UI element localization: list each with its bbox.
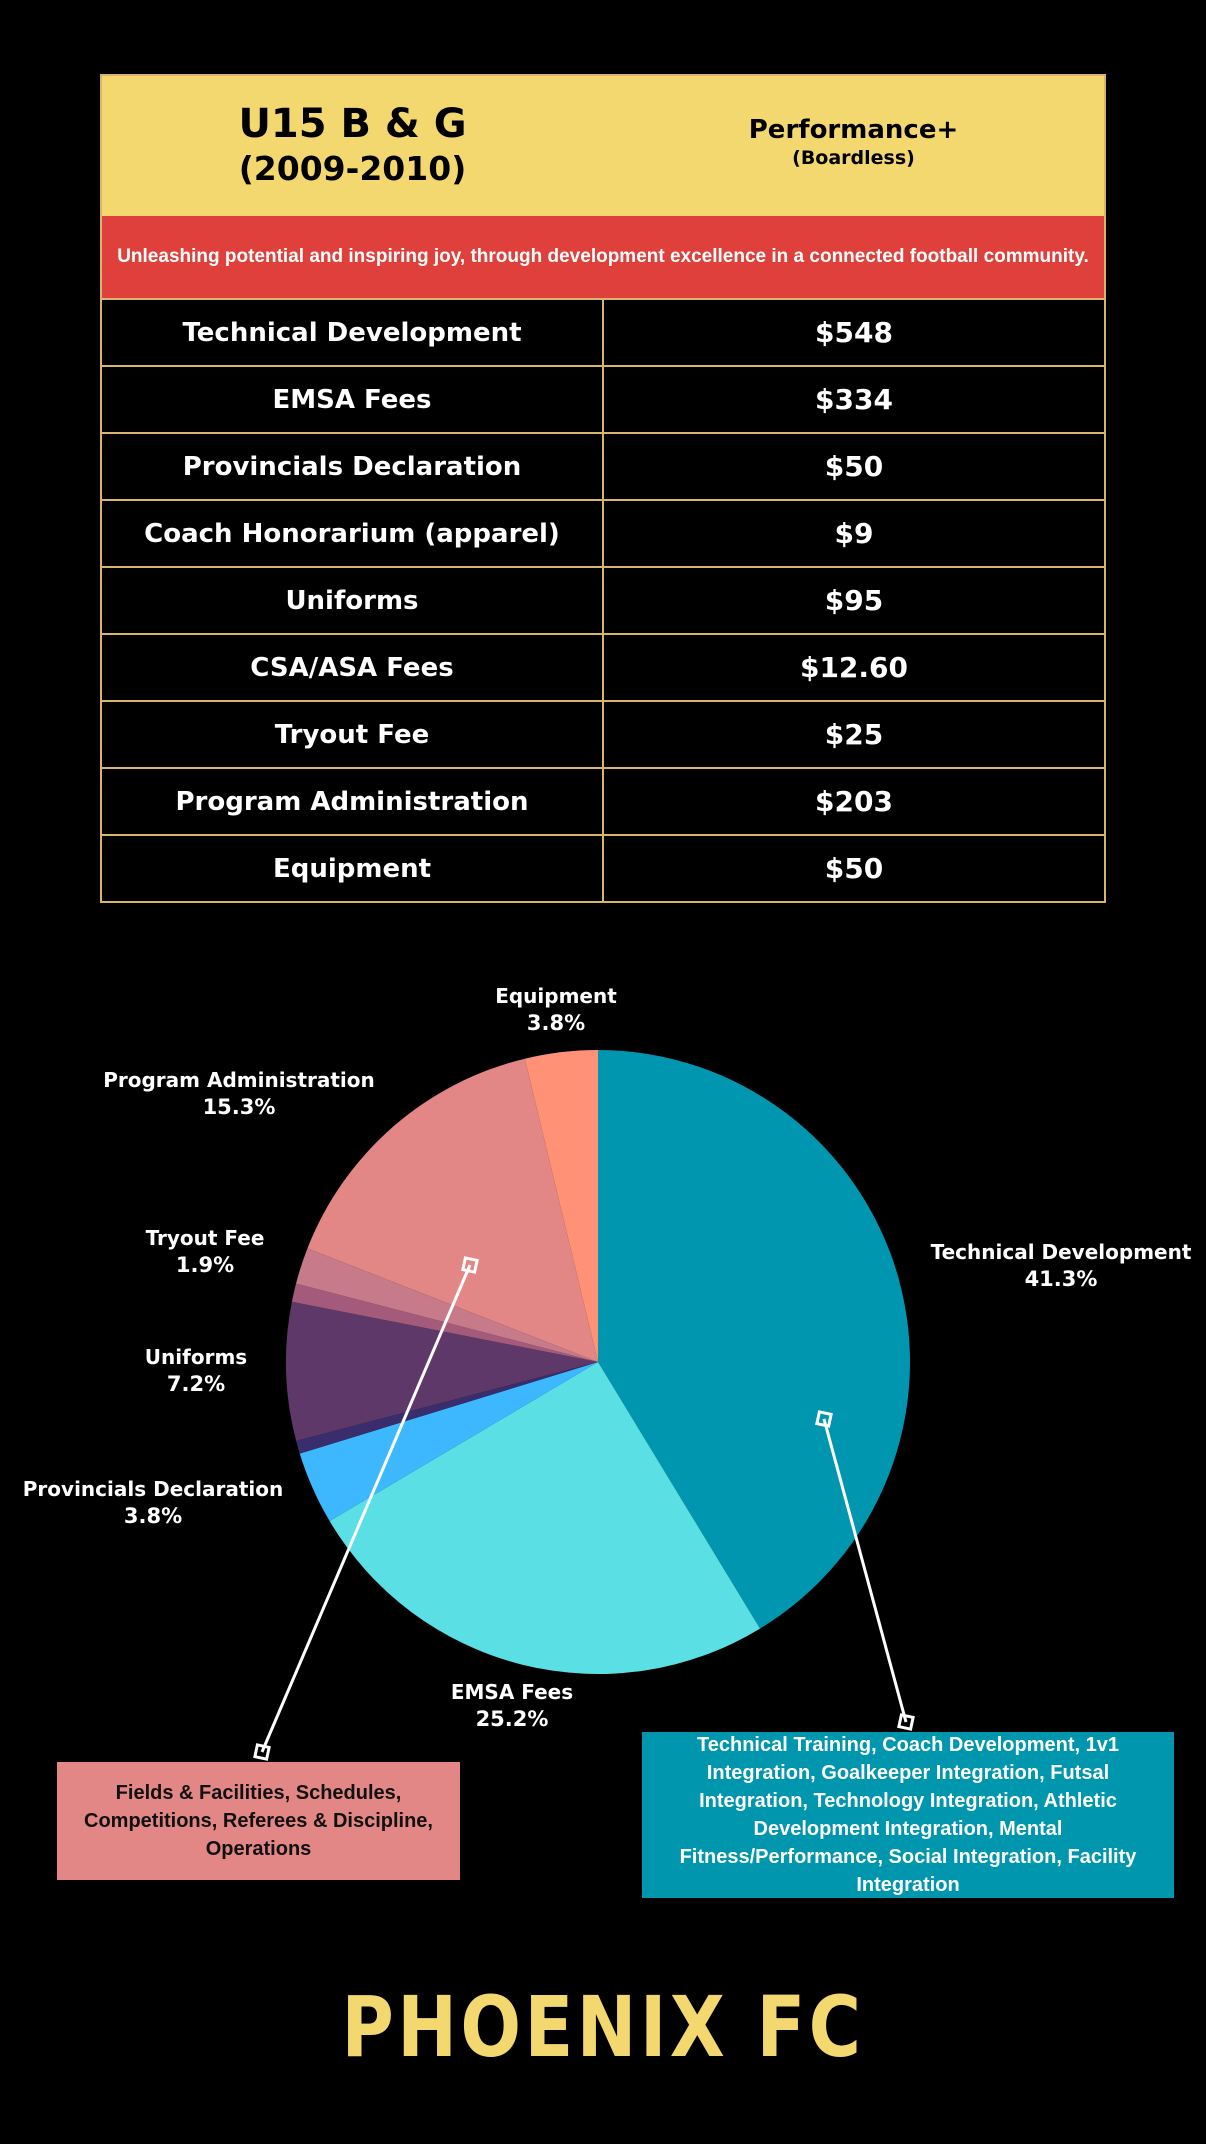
program-sub: (Boardless)	[792, 147, 915, 169]
fee-amount: $203	[602, 769, 1104, 834]
slice-pct: 41.3%	[1024, 1267, 1098, 1291]
fee-item: Provincials Declaration	[182, 451, 522, 482]
fee-amount: $50	[602, 434, 1104, 499]
admin-callout-text: Fields & Facilities, Schedules, Competit…	[84, 1782, 433, 1860]
fee-table: U15 B & G (2009-2010) Performance+ (Boar…	[100, 74, 1106, 903]
mission-statement: Unleashing potential and inspiring joy, …	[102, 216, 1104, 298]
table-row: Coach Honorarium (apparel) $9	[102, 499, 1104, 566]
callout-leaders	[253, 1256, 915, 1761]
slice-label-uniforms: Uniforms 7.2%	[145, 1344, 247, 1398]
slice-label-provincials-declaration: Provincials Declaration 3.8%	[23, 1476, 283, 1530]
slice-pct: 15.3%	[202, 1095, 276, 1119]
slice-label-technical-development: Technical Development 41.3%	[931, 1239, 1192, 1293]
slice-name: Equipment	[495, 984, 617, 1008]
fee-amount: $50	[602, 836, 1104, 901]
pie-slice-uniforms	[286, 1301, 598, 1441]
slice-name: Tryout Fee	[145, 1226, 265, 1250]
table-row: EMSA Fees $334	[102, 365, 1104, 432]
table-header: U15 B & G (2009-2010) Performance+ (Boar…	[102, 76, 1104, 216]
slice-name: Program Administration	[103, 1068, 375, 1092]
fee-amount: $95	[602, 568, 1104, 633]
slice-label-equipment: Equipment 3.8%	[495, 983, 617, 1037]
pie-slice-equipment	[524, 1050, 598, 1362]
admin-callout-box: Fields & Facilities, Schedules, Competit…	[57, 1762, 460, 1880]
slice-pct: 7.2%	[166, 1372, 226, 1396]
table-row: Program Administration $203	[102, 767, 1104, 834]
slice-pct: 25.2%	[475, 1707, 549, 1731]
tech-leader-end-marker	[897, 1713, 915, 1731]
fee-amount: $334	[602, 367, 1104, 432]
fee-item: Equipment	[272, 853, 432, 884]
pie-slice-program-administration	[307, 1058, 598, 1362]
fee-item: EMSA Fees	[272, 384, 432, 415]
fee-amount: $9	[602, 501, 1104, 566]
fee-item: Tryout Fee	[274, 719, 430, 750]
pie-slice-coach-honorarium-apparel	[296, 1362, 598, 1454]
slice-name: EMSA Fees	[450, 1680, 574, 1704]
table-row: Uniforms $95	[102, 566, 1104, 633]
slice-label-emsa-fees: EMSA Fees 25.2%	[451, 1679, 573, 1733]
slice-name: Provincials Declaration	[22, 1477, 284, 1501]
table-row: Equipment $50	[102, 834, 1104, 901]
pie-slice-tryout-fee	[296, 1248, 598, 1362]
program-title: Performance+ (Boardless)	[603, 76, 1104, 216]
program-name: Performance+	[748, 115, 959, 145]
fee-amount: $548	[602, 300, 1104, 365]
phoenix-fc-logo: PHOENIX FC	[341, 1978, 865, 2076]
table-row: CSA/ASA Fees $12.60	[102, 633, 1104, 700]
tech-leader-start-marker	[815, 1410, 833, 1428]
slice-name: Technical Development	[930, 1240, 1192, 1264]
slice-pct: 3.8%	[526, 1011, 586, 1035]
pie-slices	[286, 1050, 910, 1674]
slice-label-program-administration: Program Administration 15.3%	[103, 1067, 375, 1121]
slice-pct: 1.9%	[175, 1253, 235, 1277]
admin-leader-start-marker	[461, 1256, 479, 1274]
age-group-title: U15 B & G (2009-2010)	[102, 76, 603, 216]
admin-leader-end-marker	[253, 1743, 271, 1761]
tech-callout-text: Technical Training, Coach Development, 1…	[679, 1734, 1137, 1896]
pie-slice-provincials-declaration	[299, 1362, 598, 1522]
slice-pct: 3.8%	[123, 1504, 183, 1528]
slice-name: Uniforms	[144, 1345, 248, 1369]
fee-item: Coach Honorarium (apparel)	[144, 518, 560, 549]
pie-slice-technical-development	[598, 1050, 910, 1629]
fee-amount: $25	[602, 702, 1104, 767]
fee-pie-chart	[253, 1050, 915, 1761]
table-row: Technical Development $548	[102, 298, 1104, 365]
admin-leader-line	[260, 1264, 472, 1753]
fee-item: Uniforms	[285, 585, 419, 616]
fee-amount: $12.60	[602, 635, 1104, 700]
fee-item: Program Administration	[175, 786, 529, 817]
fee-item: Technical Development	[182, 317, 522, 348]
fee-item: CSA/ASA Fees	[250, 652, 454, 683]
table-row: Provincials Declaration $50	[102, 432, 1104, 499]
slice-label-tryout-fee: Tryout Fee 1.9%	[146, 1225, 265, 1279]
fee-rows: Technical Development $548 EMSA Fees $33…	[102, 298, 1104, 901]
table-row: Tryout Fee $25	[102, 700, 1104, 767]
tech-callout-box: Technical Training, Coach Development, 1…	[642, 1732, 1174, 1898]
pie-slice-emsa-fees	[329, 1362, 761, 1674]
birth-years-label: (2009-2010)	[238, 149, 467, 188]
age-group-label: U15 B & G	[238, 101, 467, 147]
tech-leader-line	[822, 1418, 908, 1723]
